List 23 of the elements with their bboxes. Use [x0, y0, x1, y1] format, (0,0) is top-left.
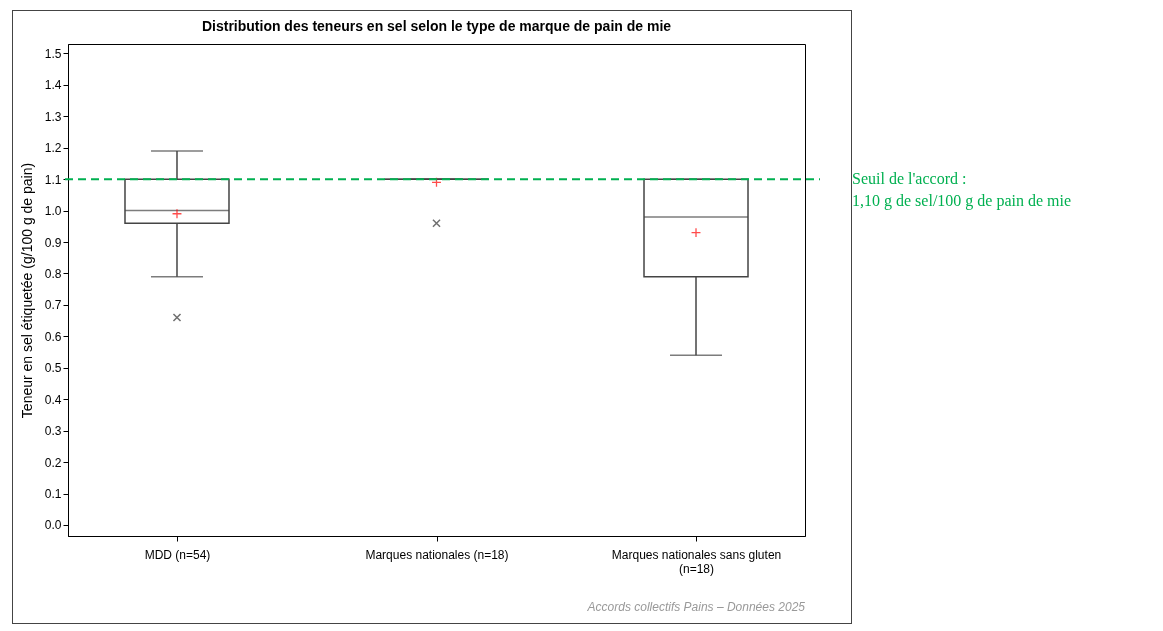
y-tick-label: 0.5 [44, 361, 62, 376]
y-tick-label: 0.0 [44, 518, 62, 533]
y-tick-label: 1.4 [44, 78, 62, 93]
y-tick-label: 0.7 [44, 298, 62, 313]
y-tick-label: 1.0 [44, 204, 62, 219]
ref-line-label: Seuil de l'accord : 1,10 g de sel/100 g de pain de mie [852, 170, 1072, 211]
y-tick-label: 1.2 [44, 141, 62, 156]
y-tick-label: 1.5 [44, 46, 62, 61]
x-tick-label: Marques nationales sans gluten (n=18) [611, 547, 782, 576]
x-tick-label: Marques nationales (n=18) [365, 547, 509, 562]
text: Accords collectifs Pains – Données 2025 [586, 600, 806, 614]
y-tick-label: 1.3 [44, 109, 62, 124]
y-tick-label: 0.3 [44, 424, 62, 439]
y-tick-label: 0.9 [44, 235, 62, 250]
y-tick-label: 0.4 [44, 392, 62, 407]
y-tick-label: 0.2 [44, 455, 62, 470]
x-tick-label: MDD (n=54) [144, 547, 211, 562]
y-tick-label: 0.1 [44, 487, 62, 502]
y-tick-label: 0.8 [44, 267, 62, 281]
y-axis-title: Teneur en sel étiquetée (g/100 g de pain) [18, 162, 35, 419]
y-tick-label: 1.1 [44, 172, 62, 187]
y-tick-label: 0.6 [44, 329, 62, 344]
chart-title: Distribution des teneurs en sel selon le type de marque de pain de mie [201, 18, 672, 34]
